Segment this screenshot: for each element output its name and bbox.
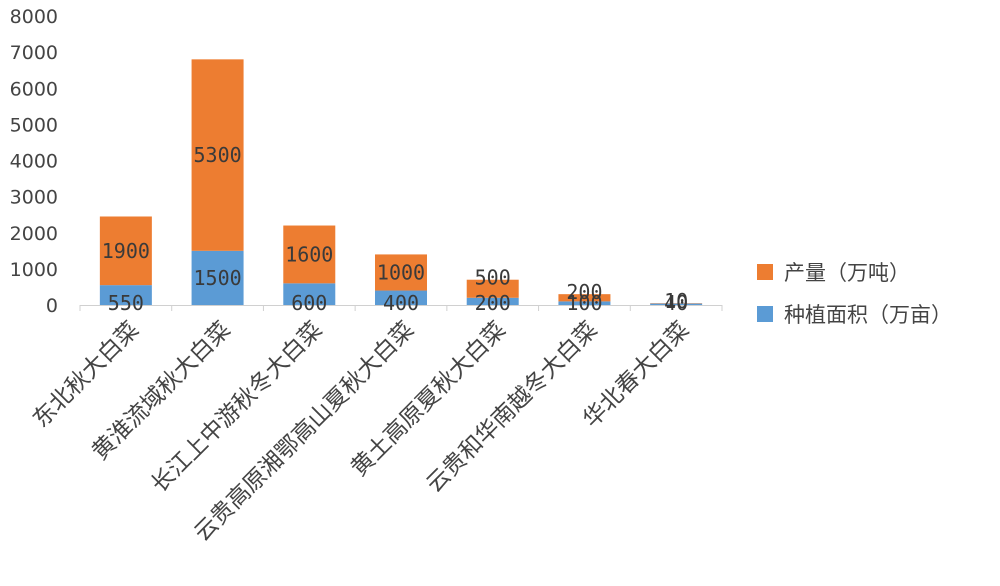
bar-area (191, 250, 244, 305)
data-label-area: 200 (475, 291, 511, 315)
x-category-label: 长江上中游秋冬大白菜 (147, 317, 328, 498)
y-tick-label: 0 (46, 295, 58, 317)
y-tick-label: 4000 (10, 151, 58, 173)
bar-output (283, 225, 336, 284)
data-label-output: 5300 (193, 143, 241, 167)
y-tick-label: 3000 (10, 187, 58, 209)
data-label-area: 550 (108, 291, 144, 315)
bar-area (466, 297, 519, 305)
data-label-output: 1900 (102, 239, 150, 263)
legend-label: 产量（万吨） (784, 261, 910, 285)
data-label-output: 1000 (377, 260, 425, 284)
data-label-output: 500 (475, 266, 511, 290)
bar-output (558, 294, 611, 302)
data-label-area: 1500 (193, 266, 241, 290)
bar-output (466, 279, 519, 298)
bar-output (99, 216, 152, 286)
bar-area (99, 285, 152, 305)
data-label-area: 600 (291, 291, 327, 315)
bar-area (650, 303, 703, 305)
y-tick-label: 1000 (10, 259, 58, 281)
data-label-area: 400 (383, 291, 419, 315)
bar-output (375, 254, 427, 291)
y-tick-label: 6000 (10, 78, 58, 100)
data-label-area: 40 (664, 291, 688, 315)
data-label-area: 100 (566, 291, 602, 315)
bar-area (375, 290, 427, 305)
legend-swatch (757, 264, 773, 280)
data-label-output: 1600 (285, 242, 333, 266)
bar-area (558, 301, 611, 305)
legend-swatch (757, 306, 773, 322)
bar-output (191, 59, 244, 251)
y-tick-label: 7000 (10, 42, 58, 64)
legend-label: 种植面积（万亩） (784, 303, 952, 327)
data-label-output: 10 (664, 289, 688, 313)
y-tick-label: 5000 (10, 114, 58, 136)
x-category-label: 黄土高原夏秋大白菜 (346, 317, 511, 482)
data-label-output: 200 (566, 280, 602, 304)
x-category-label: 云贵和华南越冬大白菜 (422, 317, 603, 498)
bar-area (283, 283, 336, 305)
y-tick-label: 2000 (10, 223, 58, 245)
y-tick-label: 8000 (10, 6, 58, 28)
